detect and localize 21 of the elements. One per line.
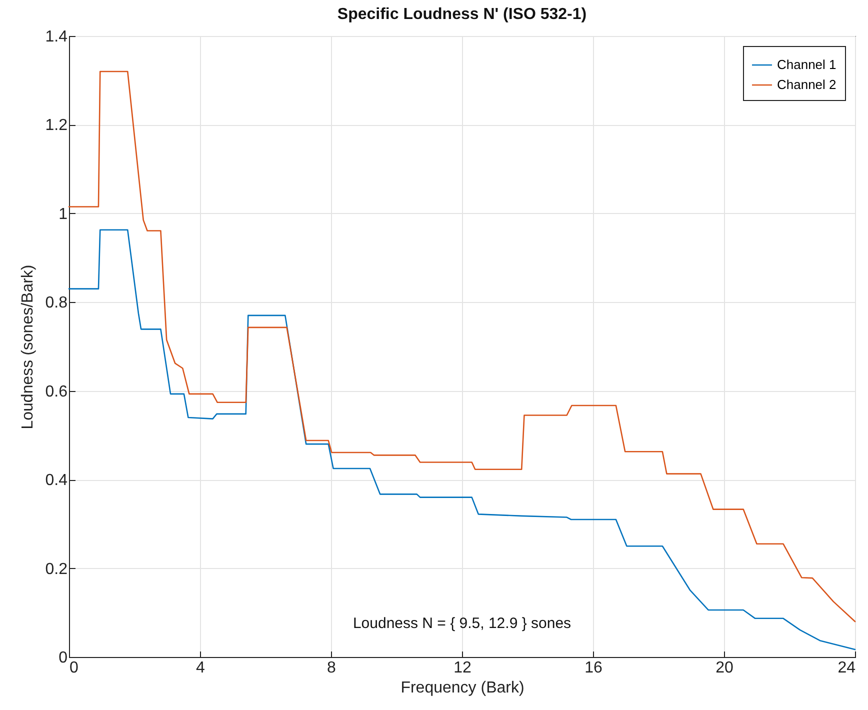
x-tick-label: 16 xyxy=(584,660,602,676)
y-tick-label: 0.6 xyxy=(45,383,68,400)
y-tick-label: 0.2 xyxy=(45,560,68,578)
x-tick-label: 24 xyxy=(838,660,856,676)
x-tick-label: 12 xyxy=(454,660,472,676)
x-tick-label: 20 xyxy=(716,660,734,676)
x-tick-label: 8 xyxy=(327,660,336,676)
y-tick-label: 1.4 xyxy=(45,28,68,46)
y-axis-title: Loudness (sones/Bark) xyxy=(19,264,36,430)
y-tick-label: 0.4 xyxy=(45,472,68,490)
y-tick-label: 0.8 xyxy=(45,294,68,312)
legend-label: Channel 1 xyxy=(777,57,836,72)
x-tick-label: 0 xyxy=(70,660,78,676)
y-tick-label: 1 xyxy=(58,206,68,223)
annotation: Loudness N = { 9.5, 12.9 } sones xyxy=(352,614,572,632)
chart-title: Specific Loudness N' (ISO 532-1) xyxy=(337,6,587,23)
x-tick-label: 4 xyxy=(196,660,206,676)
line-series xyxy=(68,229,856,650)
x-axis-title: Frequency (Bark) xyxy=(400,680,524,696)
legend-label: Channel 2 xyxy=(777,77,836,92)
y-tick-label: 1.2 xyxy=(45,117,68,134)
